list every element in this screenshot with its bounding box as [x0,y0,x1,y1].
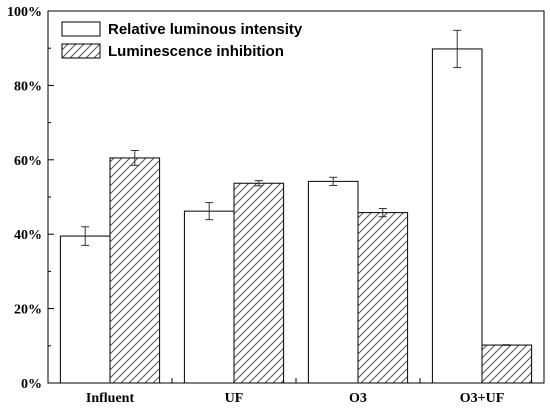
errorbars-layer [81,29,511,346]
bar [233,182,285,384]
error-bar [81,226,90,246]
legend-label: Luminescence inhibition [108,43,284,60]
legend-label: Relative luminous intensity [108,21,303,38]
y-tick-label: 100% [7,5,42,20]
error-bar [254,180,263,187]
x-tick-label: O3 [349,391,367,406]
y-axis: 0% 20% 40% 60% 80% 100% [7,5,54,392]
y-tick-label: 40% [14,228,42,243]
x-tick-label: O3+UF [460,391,505,406]
error-bar [130,150,139,166]
y-tick-label: 80% [14,79,42,94]
error-bar [205,202,214,221]
bar [183,210,235,384]
bar [481,344,533,384]
legend-swatch [61,21,101,37]
bars-layer [59,48,533,384]
x-tick-label: Influent [86,391,135,406]
y-tick-label: 60% [14,154,42,169]
x-axis: Influent UF O3 O3+UF [86,378,504,406]
bar [109,157,161,384]
y-tick-label: 20% [14,303,42,318]
error-bar [502,344,511,346]
bar [59,235,111,384]
y-tick-label: 0% [21,377,42,392]
bar [357,212,409,384]
error-bar [453,29,462,69]
legend-swatch [61,43,101,59]
bar [307,180,359,384]
error-bar [329,176,338,186]
x-tick-label: UF [225,391,244,406]
legend: Relative luminous intensity Luminescence … [61,21,303,60]
error-bar [378,208,387,218]
bar [431,48,483,384]
